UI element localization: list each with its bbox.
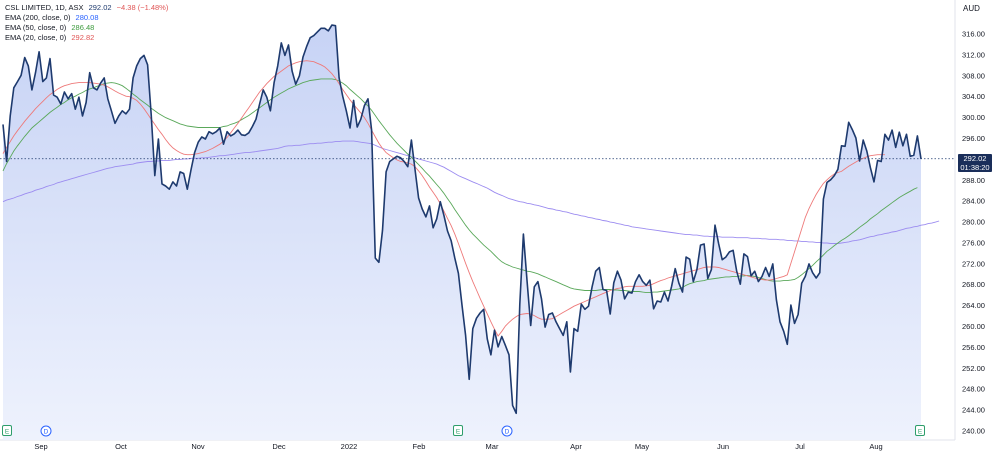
price-tick-label: 296.00 xyxy=(962,134,985,143)
currency-label: AUD xyxy=(963,4,980,13)
price-tick-label: 264.00 xyxy=(962,301,985,310)
time-tick-label: Feb xyxy=(413,442,426,451)
marker-glyph: D xyxy=(505,429,510,436)
dividend-marker-circle xyxy=(501,425,513,437)
last-price-value: 292.02 xyxy=(88,3,112,12)
time-tick-label: Nov xyxy=(191,442,205,451)
time-tick-label: Mar xyxy=(486,442,499,451)
ema200-label: EMA (200, close, 0) xyxy=(5,13,71,22)
current-price-tag-countdown: 01:38:20 xyxy=(960,163,990,173)
earnings-marker[interactable]: E xyxy=(2,425,12,436)
earnings-marker-box xyxy=(915,425,925,436)
ema50-value: 286.48 xyxy=(71,23,95,32)
price-tick-label: 276.00 xyxy=(962,238,985,247)
current-price-tag: 292.02 01:38:20 xyxy=(958,154,992,173)
price-tick-label: 316.00 xyxy=(962,30,985,39)
legend-ema50-row[interactable]: EMA (50, close, 0) 286.48 xyxy=(5,23,168,33)
current-price-tag-value: 292.02 xyxy=(963,154,987,164)
ema50-label: EMA (50, close, 0) xyxy=(5,23,67,32)
marker-glyph: D xyxy=(44,429,49,436)
price-area-fill xyxy=(3,25,921,440)
price-tick-label: 288.00 xyxy=(962,176,985,185)
ema50-line xyxy=(2,78,918,294)
dividend-marker[interactable]: D xyxy=(501,425,513,437)
time-tick-label: May xyxy=(635,442,649,451)
marker-glyph: E xyxy=(918,429,923,436)
price-tick-label: 244.00 xyxy=(962,406,985,415)
ema200-line xyxy=(2,140,940,244)
price-tick-label: 308.00 xyxy=(962,71,985,80)
price-tick-label: 304.00 xyxy=(962,92,985,101)
price-tick-label: 280.00 xyxy=(962,218,985,227)
price-tick-label: 256.00 xyxy=(962,343,985,352)
price-tick-label: 284.00 xyxy=(962,197,985,206)
legend-ema20-row[interactable]: EMA (20, close, 0) 292.82 xyxy=(5,33,168,43)
earnings-marker[interactable]: E xyxy=(915,425,925,436)
price-line xyxy=(2,24,922,415)
time-tick-label: Oct xyxy=(115,442,128,451)
time-tick-label: Apr xyxy=(570,442,582,451)
chart-legend: CSL LIMITED, 1D, ASX 292.02 −4.38 (−1.48… xyxy=(5,3,168,43)
earnings-marker[interactable]: E xyxy=(453,425,463,436)
time-tick-label: Aug xyxy=(869,442,882,451)
time-tick-label: Sep xyxy=(34,442,47,451)
earnings-marker-box xyxy=(453,425,463,436)
price-tick-label: 252.00 xyxy=(962,364,985,373)
price-tick-label: 240.00 xyxy=(962,427,985,436)
price-change-value: −4.38 (−1.48%) xyxy=(116,3,169,12)
price-tick-label: 272.00 xyxy=(962,259,985,268)
price-tick-label: 248.00 xyxy=(962,385,985,394)
price-tick-label: 260.00 xyxy=(962,322,985,331)
dividend-marker-circle xyxy=(40,425,52,437)
time-tick-label: Jun xyxy=(717,442,729,451)
legend-symbol-row[interactable]: CSL LIMITED, 1D, ASX 292.02 −4.38 (−1.48… xyxy=(5,3,168,13)
ema20-label: EMA (20, close, 0) xyxy=(5,33,67,42)
time-tick-label: Jul xyxy=(795,442,805,451)
price-tick-label: 312.00 xyxy=(962,50,985,59)
earnings-marker-box xyxy=(2,425,12,436)
symbol-label: CSL LIMITED, 1D, ASX xyxy=(5,3,84,12)
legend-ema200-row[interactable]: EMA (200, close, 0) 280.08 xyxy=(5,13,168,23)
dividend-marker[interactable]: D xyxy=(40,425,52,437)
time-tick-label: 2022 xyxy=(341,442,358,451)
ema20-value: 292.82 xyxy=(71,33,95,42)
price-tick-label: 268.00 xyxy=(962,280,985,289)
marker-glyph: E xyxy=(5,429,10,436)
time-tick-label: Dec xyxy=(272,442,286,451)
ema200-value: 280.08 xyxy=(75,13,99,22)
price-tick-label: 300.00 xyxy=(962,113,985,122)
marker-glyph: E xyxy=(456,429,461,436)
